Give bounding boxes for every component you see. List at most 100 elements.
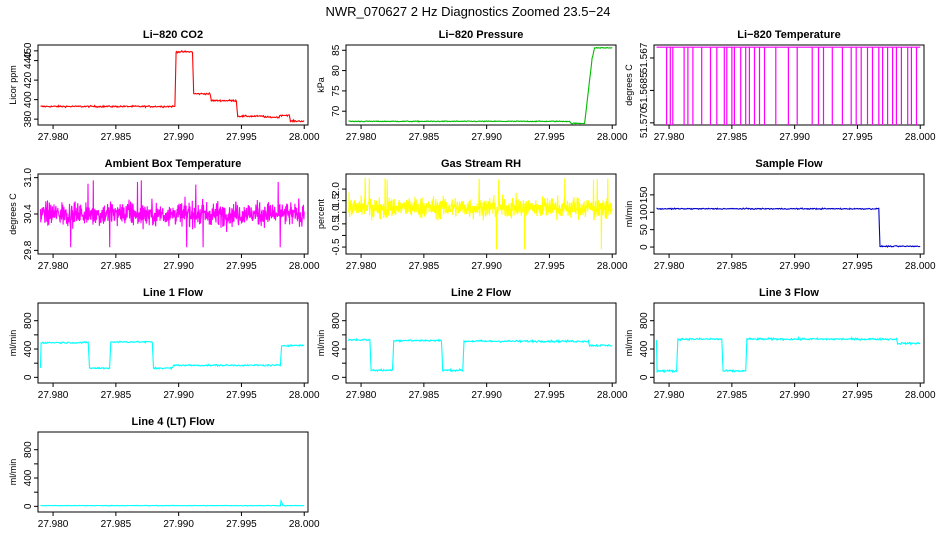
y-tick-label: -0.5 <box>331 238 342 256</box>
x-tick-label: 27.990 <box>471 390 502 401</box>
y-tick-label: 85 <box>331 44 342 56</box>
y-axis-label: ml/min <box>624 201 634 228</box>
series-line <box>656 207 921 248</box>
x-tick-label: 27.980 <box>38 390 69 401</box>
y-tick-label: 380 <box>23 110 34 127</box>
series-group <box>655 336 921 374</box>
y-tick-label: 29.8 <box>23 240 34 260</box>
x-tick-label: 27.995 <box>842 390 873 401</box>
x-tick-label: 27.980 <box>654 261 685 272</box>
y-axis-label: ml/min <box>8 330 18 357</box>
panel-10: Line 4 (LT) Flow 27.980 27.985 27.990 27.995… <box>8 416 320 530</box>
x-tick-label: 27.985 <box>101 132 132 143</box>
y-axis-label: kPa <box>316 77 326 93</box>
panel-3: Li−820 Temperature 27.980 27.985 27.990 27.9… <box>624 29 936 143</box>
plot-frame <box>345 302 617 384</box>
x-tick-label: 27.995 <box>226 132 257 143</box>
x-tick-label: 27.980 <box>346 390 377 401</box>
panel-5: Gas Stream RH 27.980 27.985 27.990 27.995 28.… <box>316 158 628 272</box>
y-tick-label: 0 <box>23 503 34 509</box>
y-tick-label: 800 <box>331 312 342 329</box>
panel-title: Line 2 Flow <box>451 287 511 299</box>
y-tick-label: 75 <box>331 85 342 97</box>
panel-7: Line 1 Flow 27.980 27.985 27.990 27.995 28.00… <box>8 287 320 401</box>
y-tick-label: 440 <box>23 52 34 69</box>
plot-frame <box>345 173 617 255</box>
y-tick-label: 2.0 <box>331 182 342 196</box>
y-tick-label: 31.0 <box>23 167 34 187</box>
x-tick-label: 27.985 <box>717 390 748 401</box>
x-tick-label: 27.995 <box>534 390 565 401</box>
y-tick-label: 800 <box>23 312 34 329</box>
y-axis-label: ml/min <box>624 330 634 357</box>
series-group <box>656 46 921 125</box>
panel-title: Sample Flow <box>755 158 823 170</box>
y-tick-label: 70 <box>331 105 342 117</box>
x-tick-label: 27.995 <box>534 261 565 272</box>
panel-title: Li−820 Pressure <box>439 29 524 41</box>
y-axis-label: percent <box>316 198 326 229</box>
series-group <box>40 49 305 124</box>
panel-8: Line 2 Flow 27.980 27.985 27.990 27.995 28.00… <box>316 287 628 401</box>
y-tick-label: 150 <box>639 186 650 203</box>
series-group <box>39 180 305 248</box>
x-tick-label: 27.985 <box>717 261 748 272</box>
panel-4: Ambient Box Temperature 27.980 27.985 27.99… <box>8 158 320 272</box>
panel-title: Line 4 (LT) Flow <box>132 416 215 428</box>
x-tick-label: 27.985 <box>101 261 132 272</box>
x-tick-label: 27.985 <box>409 132 440 143</box>
y-axis-label: degrees C <box>624 64 634 106</box>
y-tick-label: 1.5 <box>331 193 342 207</box>
y-tick-label: 51.570 <box>639 107 650 138</box>
x-tick-label: 28.000 <box>289 261 320 272</box>
x-tick-label: 27.995 <box>842 132 873 143</box>
figure-title: NWR_070627 2 Hz Diagnostics Zoomed 23.5−… <box>325 4 610 19</box>
series-group <box>39 340 305 371</box>
y-tick-label: 51.567 <box>639 42 650 73</box>
series-line <box>347 177 613 250</box>
x-tick-label: 27.985 <box>717 132 748 143</box>
y-tick-label: 400 <box>23 469 34 486</box>
x-tick-label: 27.990 <box>779 132 810 143</box>
y-tick-label: 800 <box>23 441 34 458</box>
x-tick-label: 27.990 <box>163 261 194 272</box>
y-tick-label: 30.4 <box>23 204 34 224</box>
x-tick-label: 27.995 <box>534 132 565 143</box>
x-tick-label: 27.995 <box>226 261 257 272</box>
y-tick-label: 0 <box>331 374 342 380</box>
y-tick-label: 420 <box>23 71 34 88</box>
x-tick-label: 27.980 <box>346 261 377 272</box>
x-tick-label: 27.990 <box>779 261 810 272</box>
x-tick-label: 27.995 <box>226 390 257 401</box>
series-line <box>39 180 305 248</box>
y-tick-label: 400 <box>331 340 342 357</box>
x-tick-label: 28.000 <box>905 390 936 401</box>
panel-title: Li−820 Temperature <box>737 29 840 41</box>
x-tick-label: 27.980 <box>654 390 685 401</box>
x-tick-label: 27.990 <box>471 261 502 272</box>
series-line <box>39 340 305 371</box>
panel-title: Line 3 Flow <box>759 287 819 299</box>
panel-grid: Li−820 CO2 27.980 27.985 27.990 27.995 28.000… <box>8 29 936 530</box>
x-tick-label: 27.985 <box>101 390 132 401</box>
series-line <box>40 498 305 507</box>
plot-frame <box>653 302 925 384</box>
series-group <box>348 46 613 125</box>
x-tick-label: 28.000 <box>289 390 320 401</box>
x-tick-label: 27.980 <box>38 519 69 530</box>
series-group <box>656 207 921 248</box>
y-axis-label: Licor ppm <box>8 65 18 105</box>
y-axis-label: degrees C <box>8 193 18 235</box>
y-tick-label: 50 <box>639 224 650 236</box>
x-tick-label: 27.990 <box>163 132 194 143</box>
x-tick-label: 27.990 <box>471 132 502 143</box>
plot-frame <box>37 431 309 513</box>
x-tick-label: 27.985 <box>101 519 132 530</box>
x-tick-label: 27.980 <box>346 132 377 143</box>
panel-6: Sample Flow 27.980 27.985 27.990 27.995 28.00… <box>624 158 936 272</box>
x-tick-label: 27.985 <box>409 261 440 272</box>
panel-9: Line 3 Flow 27.980 27.985 27.990 27.995 28.00… <box>624 287 936 401</box>
y-tick-label: 0 <box>639 244 650 250</box>
y-tick-label: 450 <box>23 42 34 59</box>
